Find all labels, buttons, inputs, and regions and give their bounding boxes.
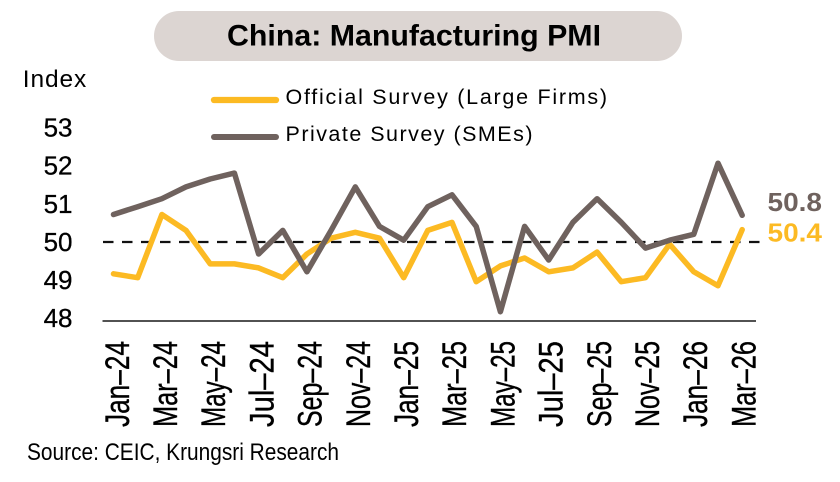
svg-text:Sep–24: Sep–24 (291, 341, 329, 427)
svg-text:Jan–25: Jan–25 (387, 341, 425, 427)
svg-text:Index: Index (23, 66, 87, 93)
svg-text:Jan–26: Jan–26 (677, 341, 715, 427)
svg-text:Jan–24: Jan–24 (98, 341, 136, 427)
svg-text:50.8: 50.8 (768, 187, 823, 217)
svg-text:Jul–25: Jul–25 (532, 341, 570, 427)
svg-text:Jul–24: Jul–24 (243, 341, 281, 427)
svg-text:Sep–25: Sep–25 (580, 341, 618, 427)
svg-text:52: 52 (44, 151, 73, 181)
svg-text:50: 50 (44, 227, 73, 257)
svg-text:50.4: 50.4 (768, 217, 823, 247)
svg-text:Mar–24: Mar–24 (146, 341, 184, 427)
svg-text:49: 49 (44, 265, 73, 295)
svg-text:Private Survey (SMEs): Private Survey (SMEs) (286, 122, 533, 146)
svg-text:Mar–25: Mar–25 (436, 341, 474, 427)
svg-text:Nov–24: Nov–24 (339, 341, 377, 427)
svg-text:Mar–26: Mar–26 (725, 341, 763, 427)
svg-text:Source: CEIC, Krungsri Researc: Source: CEIC, Krungsri Research (27, 439, 339, 466)
svg-text:51: 51 (44, 189, 73, 219)
svg-text:May–25: May–25 (484, 341, 522, 427)
svg-text:China: Manufacturing PMI: China: Manufacturing PMI (227, 20, 601, 53)
svg-text:Official Survey (Large Firms): Official Survey (Large Firms) (286, 85, 608, 109)
svg-text:Nov–25: Nov–25 (628, 341, 666, 427)
svg-text:May–24: May–24 (195, 341, 233, 427)
svg-text:48: 48 (44, 303, 73, 333)
svg-text:53: 53 (44, 113, 73, 143)
